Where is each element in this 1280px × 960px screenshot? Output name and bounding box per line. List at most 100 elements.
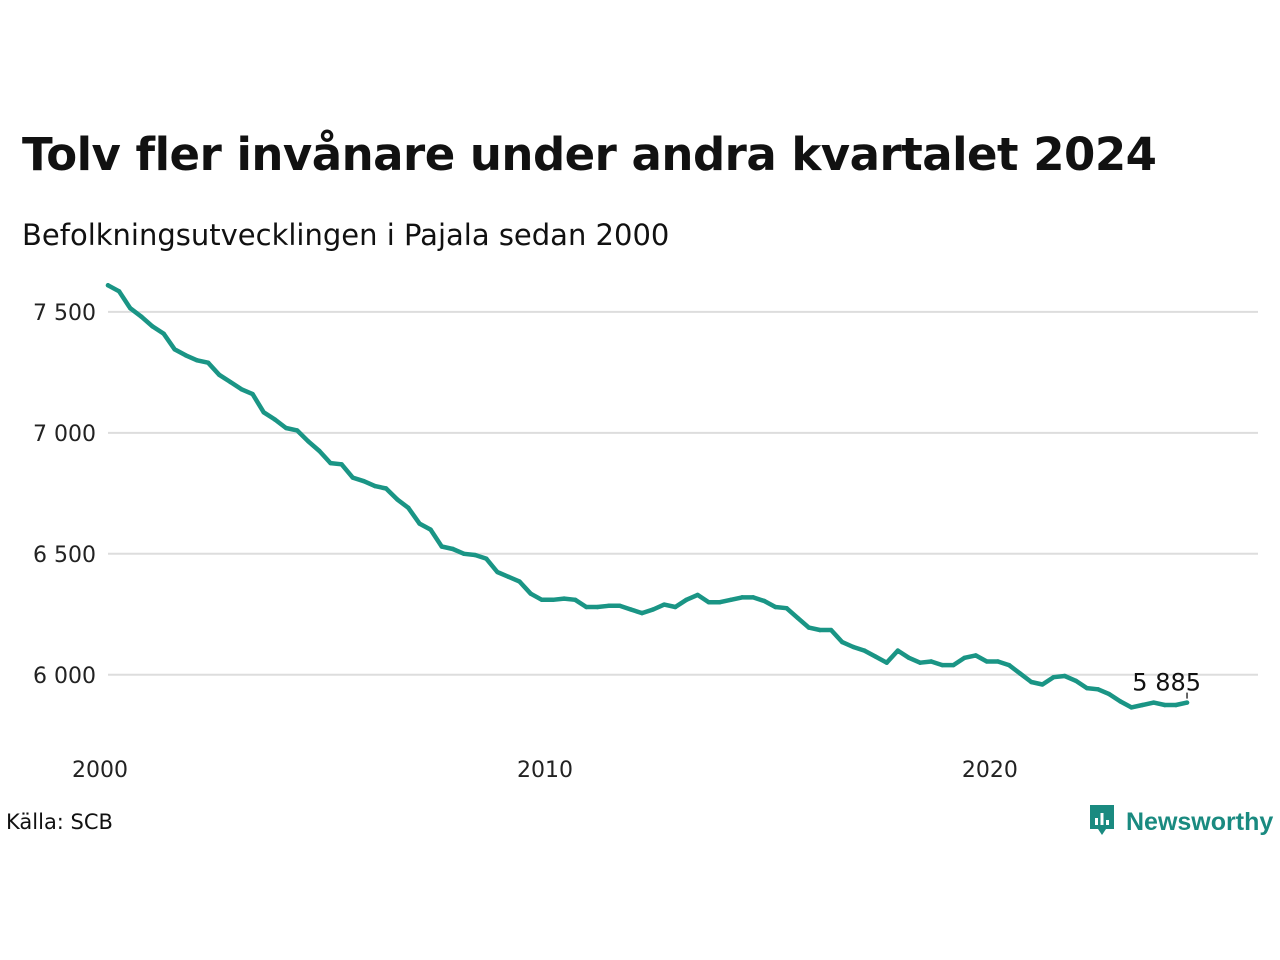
data-point <box>728 597 734 602</box>
data-point <box>417 521 422 526</box>
brand-logo[interactable]: Newsworthy <box>1088 803 1273 841</box>
data-point <box>339 462 344 467</box>
data-point <box>773 604 778 610</box>
data-point <box>183 353 189 358</box>
data-point <box>428 527 433 532</box>
data-point <box>1162 702 1167 708</box>
data-point <box>317 448 322 454</box>
data-point <box>395 497 400 502</box>
data-point <box>895 648 901 653</box>
data-point <box>940 662 945 668</box>
data-point <box>239 387 244 392</box>
data-point <box>1062 673 1067 679</box>
data-point <box>406 505 411 511</box>
data-point <box>128 306 133 311</box>
data-point <box>762 598 767 604</box>
data-point <box>573 597 578 602</box>
data-point <box>973 653 978 658</box>
data-point <box>662 602 667 607</box>
data-point <box>484 556 489 561</box>
data-point <box>873 654 878 659</box>
data-point <box>506 574 511 579</box>
annotation-layer: 5 885 <box>1132 669 1201 699</box>
data-point <box>984 659 989 664</box>
data-point <box>250 391 255 397</box>
data-point <box>528 591 533 596</box>
data-point <box>795 615 800 621</box>
data-point <box>350 475 355 480</box>
data-point <box>884 660 889 665</box>
data-point <box>383 486 389 491</box>
data-point <box>306 439 311 444</box>
data-point <box>1140 702 1145 708</box>
data-point <box>1073 678 1078 684</box>
data-point <box>1095 687 1101 692</box>
data-point <box>1106 691 1112 697</box>
data-point <box>617 603 622 609</box>
chart-title: Tolv fler invånare under andra kvartalet… <box>22 128 1157 181</box>
data-point <box>1151 700 1156 705</box>
chart-subtitle: Befolkningsutvecklingen i Pajala sedan 2… <box>22 218 670 252</box>
data-point <box>639 610 645 616</box>
data-point <box>161 331 166 336</box>
y-tick-label: 6 000 <box>33 664 96 689</box>
data-point <box>361 479 367 484</box>
y-tick-label: 7 000 <box>33 422 96 447</box>
data-point <box>1118 699 1123 704</box>
data-point <box>472 552 478 558</box>
data-point <box>806 625 812 630</box>
data-point <box>851 644 856 650</box>
data-point <box>1006 662 1012 668</box>
data-point <box>461 551 467 557</box>
data-point <box>150 324 155 329</box>
series-layer <box>105 283 1190 710</box>
data-point <box>495 569 500 575</box>
data-point <box>650 607 656 612</box>
y-axis-ticks: 6 000 6 500 7 000 7 500 <box>33 301 96 689</box>
data-point <box>116 289 122 294</box>
data-point <box>1173 702 1179 708</box>
y-tick-label: 7 500 <box>33 301 96 326</box>
data-point <box>917 660 923 665</box>
data-point <box>105 283 111 288</box>
data-point <box>561 596 567 601</box>
data-point <box>906 655 912 661</box>
data-point <box>139 314 144 319</box>
series-line <box>105 283 1190 710</box>
data-point <box>595 604 600 610</box>
data-point <box>706 599 711 605</box>
data-point <box>328 460 333 466</box>
data-point <box>261 410 266 415</box>
x-tick-label: 2010 <box>517 758 573 783</box>
y-tick-label: 6 500 <box>33 543 96 568</box>
data-point <box>862 648 867 653</box>
data-point <box>828 627 834 633</box>
brand-name: Newsworthy <box>1126 807 1274 836</box>
data-point <box>205 360 211 365</box>
data-point <box>928 659 934 664</box>
x-tick-label: 2000 <box>72 758 128 783</box>
data-point <box>606 603 611 609</box>
data-point <box>584 604 589 610</box>
data-point <box>539 597 545 602</box>
data-point <box>673 604 678 610</box>
data-point <box>1129 705 1134 710</box>
data-point <box>294 428 300 433</box>
end-value-label: 5 885 <box>1132 669 1201 697</box>
source-note: Källa: SCB <box>6 810 113 834</box>
data-point <box>784 606 789 611</box>
data-point <box>172 347 177 352</box>
data-point <box>750 595 756 600</box>
data-point <box>717 599 723 605</box>
data-point <box>1029 679 1034 685</box>
data-point <box>450 546 456 552</box>
data-point <box>517 579 522 584</box>
data-point <box>684 597 689 602</box>
data-point <box>739 595 745 600</box>
data-point <box>695 592 700 598</box>
x-axis-ticks: 2000 2010 2020 <box>72 758 1018 783</box>
data-point <box>1017 671 1023 676</box>
data-point <box>1040 682 1045 687</box>
data-point <box>995 659 1001 664</box>
